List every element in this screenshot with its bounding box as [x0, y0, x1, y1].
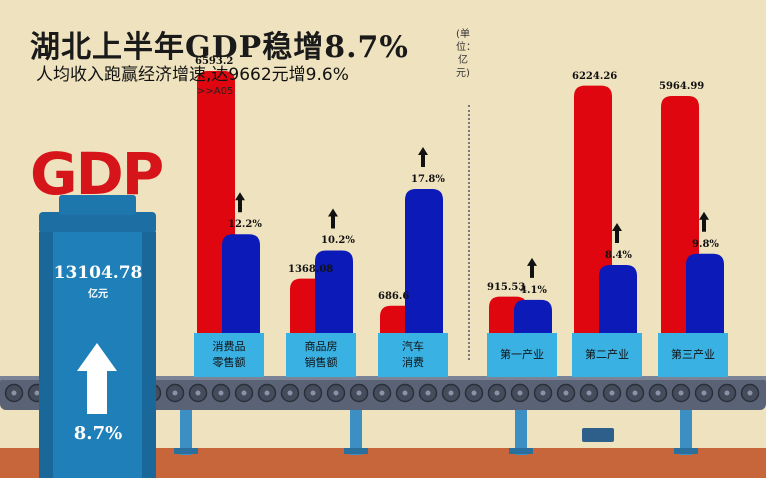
- conveyor-roller-hub: [563, 390, 569, 396]
- conveyor-box: [582, 428, 614, 442]
- conveyor-roller-hub: [172, 390, 178, 396]
- page-subtitle: 人均收入跑赢经济增速,达9662元增9.6%: [36, 65, 349, 85]
- page-reference: >>A05: [197, 86, 234, 97]
- category-label-line: 第三产业: [671, 348, 715, 361]
- conveyor-support: [350, 405, 362, 455]
- category-label: 第一产业: [487, 347, 557, 363]
- gdp-total-value: 13104.78: [53, 263, 143, 283]
- category-label: 商品房 销售额: [286, 339, 356, 371]
- category-label-line: 第一产业: [500, 348, 544, 361]
- data-label-value: 686.6: [378, 290, 410, 302]
- conveyor-roller-hub: [218, 390, 224, 396]
- conveyor-support-foot: [344, 448, 368, 454]
- up-arrow-icon: [235, 192, 245, 213]
- conveyor-roller-hub: [678, 390, 684, 396]
- conveyor-support-foot: [174, 448, 198, 454]
- data-label-value: 5964.99: [659, 80, 705, 92]
- up-arrow-icon: [699, 211, 709, 232]
- conveyor-roller-hub: [241, 390, 247, 396]
- conveyor-roller-hub: [448, 390, 454, 396]
- bar-growth: [315, 250, 353, 333]
- bar-growth: [222, 234, 260, 333]
- data-label-growth: 10.2%: [321, 235, 355, 247]
- data-label-value: 915.53: [487, 281, 526, 293]
- conveyor-roller-hub: [494, 390, 500, 396]
- conveyor-support-foot: [674, 448, 698, 454]
- category-label-box: [286, 333, 356, 377]
- conveyor-roller-hub: [747, 390, 753, 396]
- data-label-value: 6224.26: [572, 70, 618, 82]
- growth-arrow-icon: [77, 343, 117, 414]
- conveyor-roller-hub: [287, 390, 293, 396]
- conveyor-support: [680, 405, 692, 455]
- conveyor-roller-hub: [586, 390, 592, 396]
- category-label-box: [487, 333, 557, 377]
- up-arrow-icon: [418, 147, 428, 167]
- conveyor-roller-hub: [609, 390, 615, 396]
- data-label-growth: 8.4%: [605, 250, 632, 262]
- bar-growth: [405, 189, 443, 333]
- conveyor-roller-hub: [379, 390, 385, 396]
- up-arrow-icon: [328, 208, 338, 229]
- gdp-growth-rate: 8.7%: [73, 423, 123, 444]
- category-label-line: 商品房: [304, 340, 338, 353]
- category-label-line: 零售额: [212, 356, 246, 369]
- conveyor-roller-hub: [310, 390, 316, 396]
- data-label-growth: 4.1%: [520, 284, 547, 296]
- gdp-logo: GDP: [30, 140, 164, 208]
- category-label-line: 第二产业: [585, 348, 629, 361]
- conveyor-support-foot: [509, 448, 533, 454]
- category-label: 第二产业: [572, 347, 642, 363]
- category-label-line: 销售额: [304, 356, 338, 369]
- conveyor-roller-hub: [701, 390, 707, 396]
- conveyor-roller-hub: [655, 390, 661, 396]
- category-label-line: 消费品: [212, 340, 246, 353]
- category-label-box: [194, 333, 264, 377]
- conveyor-roller-hub: [333, 390, 339, 396]
- conveyor-roller-hub: [356, 390, 362, 396]
- conveyor-roller-hub: [517, 390, 523, 396]
- conveyor-belt-top: [0, 376, 766, 380]
- category-label: 汽车 消费: [378, 339, 448, 371]
- conveyor-roller-hub: [34, 390, 40, 396]
- unit-note: (单位：亿元): [456, 29, 476, 79]
- category-label-line: 消费: [402, 356, 424, 369]
- bar-growth: [599, 265, 637, 333]
- bar-growth: [514, 299, 552, 333]
- category-label-line: 汽车: [402, 340, 424, 353]
- page-title: 湖北上半年GDP稳增8.7%: [30, 30, 409, 65]
- conveyor-roller-hub: [540, 390, 546, 396]
- up-arrow-icon: [612, 223, 622, 244]
- conveyor-roller-hub: [425, 390, 431, 396]
- pillar-lid: [59, 195, 136, 215]
- category-label-box: [378, 333, 448, 377]
- category-label: 消费品 零售额: [194, 339, 264, 371]
- pillar-edge-right: [142, 232, 156, 478]
- section-divider: [468, 105, 470, 360]
- category-label-box: [658, 333, 728, 377]
- up-arrow-icon: [527, 257, 537, 278]
- category-label: 第三产业: [658, 347, 728, 363]
- conveyor-roller-hub: [402, 390, 408, 396]
- data-label-value: 1368.08: [288, 263, 334, 275]
- data-label-value: 6593.2: [195, 56, 234, 67]
- conveyor-roller-hub: [264, 390, 270, 396]
- data-label-growth: 17.8%: [411, 174, 445, 185]
- conveyor-support: [515, 405, 527, 455]
- conveyor-roller-hub: [471, 390, 477, 396]
- pillar-edge-left: [39, 232, 53, 478]
- conveyor-roller-hub: [632, 390, 638, 396]
- conveyor-roller-hub: [724, 390, 730, 396]
- conveyor-roller-hub: [195, 390, 201, 396]
- bar-growth: [686, 253, 724, 333]
- conveyor-support: [180, 405, 192, 455]
- category-label-box: [572, 333, 642, 377]
- gdp-total-unit: 亿元: [88, 289, 108, 300]
- data-label-growth: 12.2%: [228, 219, 262, 231]
- data-label-growth: 9.8%: [692, 238, 719, 250]
- conveyor-roller-hub: [11, 390, 17, 396]
- pillar-top-cap: [39, 212, 156, 234]
